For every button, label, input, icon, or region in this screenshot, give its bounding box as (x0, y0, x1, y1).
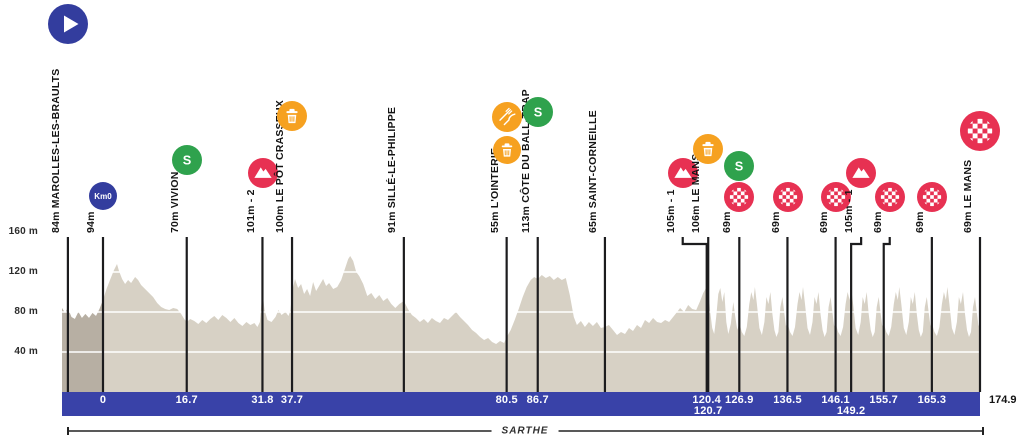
km-tick: 120.7 (693, 405, 723, 417)
svg-text:S: S (182, 153, 191, 168)
km-tick: 0 (99, 394, 107, 406)
waypoint-label: 70m VIVION (168, 171, 181, 233)
waste-zone-icon (277, 101, 307, 131)
kom-climb-icon (846, 158, 877, 188)
y-axis-label: 120 m (8, 266, 38, 277)
km-tick: 126.9 (725, 394, 754, 406)
svg-text:Km0: Km0 (94, 192, 112, 201)
sprint-icon: S (171, 145, 202, 175)
sprint-icon: S (522, 97, 553, 127)
waypoint-label: 65m SAINT-CORNEILLE (586, 110, 599, 233)
waypoint-label: 69m LE MANS (962, 159, 974, 233)
lap-crossing-icon (820, 182, 851, 212)
waypoint-label: 69m (913, 211, 926, 233)
distance-bar (62, 392, 980, 416)
elevation-area (62, 256, 980, 392)
waypoint-line (850, 237, 863, 392)
waypoint-line (681, 237, 708, 392)
waypoint-label: 101m - 2 (244, 189, 257, 233)
total-distance-label: 174.9 (989, 394, 1017, 406)
kom-climb-icon (667, 158, 698, 188)
y-axis-label: 80 m (14, 306, 38, 317)
km-tick: 155.7 (869, 394, 898, 406)
waypoint-label: 105m - 1 (664, 189, 677, 233)
km-tick: 146.1 (821, 394, 850, 406)
waypoint-label: 84m MAROLLES-LES-BRAULTS (49, 68, 62, 233)
km-tick: 120.4 (692, 394, 721, 406)
waypoint-label: 105m - 1 (843, 189, 856, 233)
waypoint-label: 69m (721, 211, 734, 233)
lap-crossing-icon (916, 182, 947, 212)
sprint-icon: S (724, 151, 755, 181)
waypoint-label: 94m (85, 211, 97, 233)
km-tick: 86.7 (526, 394, 549, 406)
svg-text:S: S (533, 105, 542, 120)
waste-zone-icon (693, 134, 724, 164)
waypoint-label: 91m SILLÉ-LE-PHILIPPE (385, 106, 398, 233)
waypoint-label: 69m (817, 211, 830, 233)
waypoint-label: 106m LE MANS (690, 153, 703, 233)
km-tick: 80.5 (495, 394, 518, 406)
race-start-icon (47, 4, 88, 44)
km-tick: 149.2 (836, 405, 866, 417)
neutral-zone-area (62, 300, 103, 392)
lap-crossing-icon (772, 182, 803, 212)
km-zero-badge: Km0 (89, 182, 117, 210)
km-tick: 16.7 (175, 394, 198, 406)
waste-zone-icon (492, 136, 521, 164)
lap-crossing-icon (874, 182, 905, 212)
feed-zone-icon (491, 102, 522, 132)
svg-text:S: S (735, 159, 744, 174)
km-tick: 165.3 (917, 394, 947, 406)
kom-climb-icon (247, 158, 278, 188)
waypoint-line (882, 237, 891, 392)
finish-line-icon (960, 111, 1000, 151)
department-label: SARTHE (491, 425, 559, 437)
km-tick: 136.5 (773, 394, 802, 406)
lap-crossing-icon (724, 182, 755, 212)
y-axis-label: 40 m (14, 346, 38, 357)
km-tick: 31.8 (251, 394, 274, 406)
km-tick: 37.7 (280, 394, 304, 406)
waypoint-label: 69m (871, 211, 884, 233)
y-axis-label: 160 m (8, 226, 38, 237)
waypoint-label: 69m (769, 211, 782, 233)
